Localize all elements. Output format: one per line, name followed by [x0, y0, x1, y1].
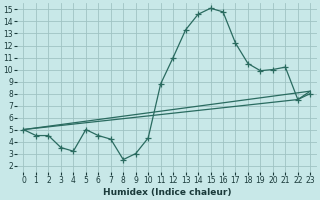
- X-axis label: Humidex (Indice chaleur): Humidex (Indice chaleur): [103, 188, 231, 197]
